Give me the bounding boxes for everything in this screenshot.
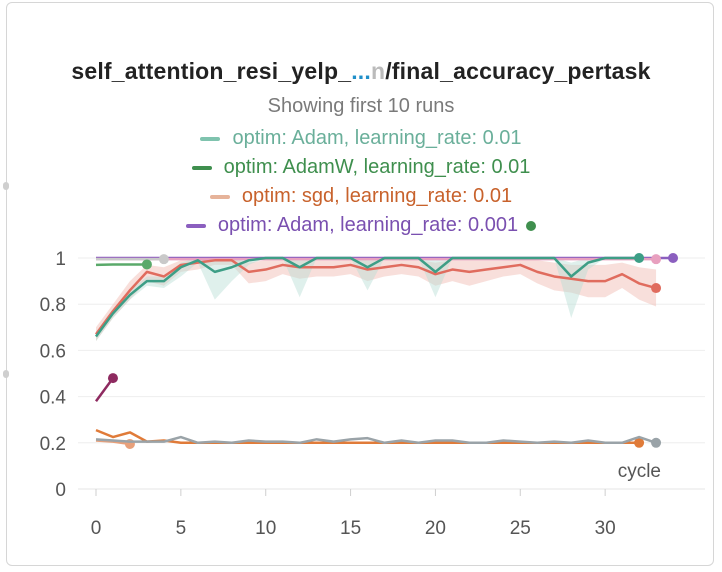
- series-end-marker: [141, 259, 152, 270]
- chart-panel: [6, 2, 714, 566]
- legend-label: optim: Adam, learning_rate: 0.001: [217, 214, 519, 236]
- x-tick-label: 20: [425, 518, 446, 539]
- series-confidence-band: [96, 258, 657, 342]
- series-end-marker: [158, 254, 169, 265]
- series-end-marker: [634, 437, 645, 448]
- chart-legend: optim: Adam, learning_rate: 0.01 optim: …: [0, 124, 722, 240]
- y-tick-label: 0.6: [40, 341, 66, 362]
- series-end-marker: [107, 373, 118, 384]
- resize-handle-left[interactable]: [3, 182, 9, 190]
- x-tick-label: 5: [176, 518, 187, 539]
- legend-label: optim: sgd, learning_rate: 0.01: [241, 185, 513, 207]
- y-tick-label: 0.2: [40, 434, 66, 455]
- y-tick-label: 0.8: [40, 295, 66, 316]
- x-tick-label: 25: [510, 518, 531, 539]
- x-tick-label: 10: [255, 518, 276, 539]
- chart-title-main: self_attention_resi_yelp_: [71, 58, 352, 84]
- legend-entry[interactable]: optim: AdamW, learning_rate: 0.01: [0, 153, 722, 182]
- legend-swatch: [191, 165, 212, 170]
- legend-entry[interactable]: optim: sgd, learning_rate: 0.01: [0, 182, 722, 211]
- x-tick-label: 0: [91, 518, 102, 539]
- y-tick-label: 0: [55, 480, 66, 501]
- series-end-marker: [668, 253, 679, 263]
- resize-handle-left-lower[interactable]: [3, 370, 9, 378]
- legend-entry[interactable]: optim: Adam, learning_rate: 0.01: [0, 124, 722, 153]
- chart-title-ellipsis: ...: [351, 58, 371, 84]
- series-end-marker: [651, 254, 662, 265]
- y-tick-label: 0.4: [40, 388, 67, 409]
- chart-title: self_attention_resi_yelp_...n/final_accu…: [0, 58, 722, 85]
- series-end-marker: [651, 283, 662, 294]
- chart-title-rest: /final_accuracy_pertask: [385, 58, 651, 84]
- legend-swatch: [185, 223, 206, 228]
- legend-label: optim: AdamW, learning_rate: 0.01: [223, 156, 531, 178]
- x-axis-label: cycle: [618, 461, 661, 482]
- series-end-marker: [634, 253, 645, 263]
- legend-marker-dot: [526, 220, 537, 231]
- series-line: [94, 256, 640, 338]
- x-tick-label: 30: [595, 518, 616, 539]
- legend-entry[interactable]: optim: Adam, learning_rate: 0.001: [0, 211, 722, 240]
- series-confidence-band: [96, 258, 640, 342]
- series-end-marker: [651, 437, 662, 448]
- legend-swatch: [209, 194, 230, 199]
- series-line: [95, 435, 657, 445]
- chart-title-faded: n: [370, 58, 386, 84]
- chart-subtitle: Showing first 10 runs: [267, 95, 455, 117]
- legend-swatch: [200, 136, 221, 141]
- legend-label: optim: Adam, learning_rate: 0.01: [232, 127, 522, 149]
- y-tick-label: 1: [55, 249, 66, 270]
- x-tick-label: 15: [340, 518, 361, 539]
